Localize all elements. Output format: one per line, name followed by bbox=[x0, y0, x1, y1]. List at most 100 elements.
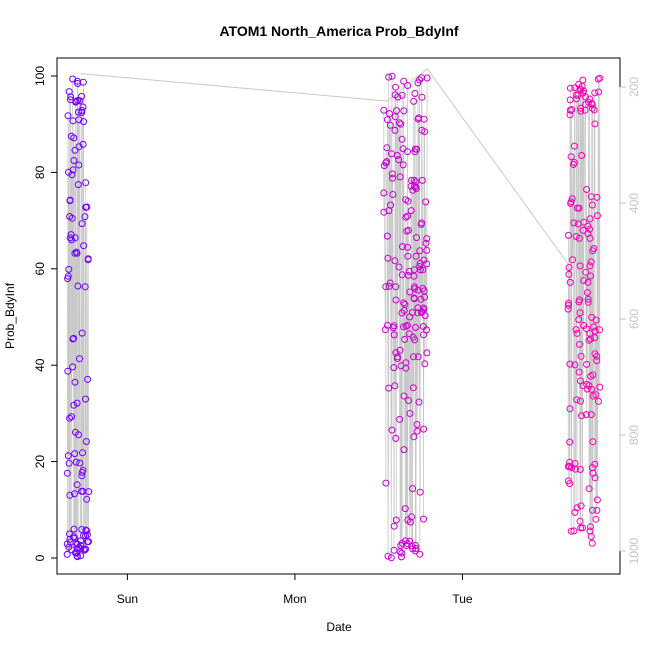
data-point bbox=[398, 243, 406, 251]
data-point bbox=[385, 384, 393, 392]
data-point bbox=[423, 260, 431, 268]
data-point bbox=[409, 485, 416, 493]
data-point bbox=[405, 226, 412, 234]
data-point bbox=[388, 426, 396, 434]
data-point bbox=[79, 140, 87, 148]
data-point bbox=[71, 146, 79, 154]
data-point bbox=[576, 296, 583, 304]
data-point bbox=[78, 107, 86, 114]
data-point bbox=[595, 88, 603, 96]
data-point bbox=[575, 368, 583, 376]
plot-frame bbox=[56, 57, 621, 575]
data-point bbox=[577, 107, 585, 115]
data-point bbox=[411, 90, 419, 97]
data-point bbox=[593, 193, 601, 201]
data-point bbox=[412, 252, 420, 260]
data-point bbox=[589, 438, 597, 446]
data-point bbox=[423, 349, 431, 357]
x-tick-label: Sun bbox=[117, 592, 138, 606]
data-point bbox=[591, 460, 599, 468]
data-point bbox=[74, 282, 82, 290]
data-point bbox=[402, 322, 410, 330]
y-tick-label: 0 bbox=[33, 554, 47, 561]
data-point bbox=[395, 156, 403, 164]
data-point bbox=[582, 93, 590, 101]
data-point bbox=[595, 397, 602, 405]
data-point bbox=[404, 82, 412, 89]
data-point bbox=[400, 77, 408, 85]
data-point bbox=[579, 524, 586, 532]
data-point bbox=[401, 300, 409, 308]
y-tick-label: 60 bbox=[33, 262, 47, 276]
data-point bbox=[85, 538, 92, 546]
data-point bbox=[386, 121, 394, 129]
data-point bbox=[390, 322, 398, 330]
data-point bbox=[390, 364, 398, 372]
data-point bbox=[412, 185, 420, 193]
data-point bbox=[566, 405, 574, 413]
data-point bbox=[583, 289, 591, 296]
data-point bbox=[64, 112, 72, 120]
data-point bbox=[576, 340, 583, 348]
data-point bbox=[411, 336, 419, 344]
data-point bbox=[568, 106, 576, 114]
secondary-y-axis: 200 400 600 800 1000 bbox=[619, 77, 641, 564]
data-point bbox=[570, 527, 578, 535]
data-point bbox=[416, 550, 424, 558]
data-point bbox=[75, 161, 83, 169]
data-point bbox=[82, 179, 90, 187]
data-point bbox=[400, 323, 407, 331]
data-point bbox=[71, 450, 79, 458]
data-point bbox=[580, 87, 587, 95]
data-point bbox=[69, 166, 77, 174]
x-tick-label: Tue bbox=[452, 592, 473, 606]
data-point bbox=[582, 411, 590, 419]
series-lines bbox=[66, 68, 601, 558]
data-point bbox=[421, 128, 429, 136]
data-point bbox=[68, 214, 76, 222]
data-point bbox=[576, 309, 584, 317]
data-point bbox=[387, 201, 394, 209]
data-point bbox=[571, 465, 579, 473]
data-point bbox=[63, 469, 71, 477]
data-point bbox=[68, 413, 75, 421]
data-point bbox=[399, 161, 407, 169]
data-point bbox=[593, 352, 601, 360]
y2-tick-label: 600 bbox=[627, 309, 641, 329]
data-point bbox=[66, 234, 74, 242]
data-point bbox=[73, 399, 81, 407]
data-point bbox=[421, 360, 429, 368]
data-point bbox=[410, 97, 418, 105]
data-point bbox=[586, 234, 594, 242]
data-point bbox=[593, 212, 601, 220]
data-point bbox=[575, 204, 583, 212]
data-point bbox=[75, 108, 82, 116]
data-point bbox=[82, 395, 89, 403]
data-point bbox=[72, 248, 80, 256]
data-point bbox=[398, 549, 406, 557]
data-point bbox=[391, 126, 399, 134]
data-point bbox=[77, 537, 85, 545]
data-point bbox=[589, 371, 597, 379]
data-point bbox=[586, 95, 594, 103]
data-point bbox=[572, 326, 580, 334]
data-point bbox=[84, 255, 92, 263]
data-point bbox=[586, 215, 594, 223]
data-point bbox=[380, 189, 388, 197]
data-point bbox=[579, 226, 587, 234]
data-point bbox=[386, 279, 394, 287]
data-point bbox=[391, 257, 399, 265]
data-point bbox=[383, 144, 391, 152]
data-point bbox=[587, 335, 595, 343]
data-point bbox=[397, 120, 405, 128]
data-point bbox=[64, 272, 72, 280]
data-point bbox=[591, 120, 599, 128]
data-point bbox=[394, 353, 401, 361]
data-point bbox=[402, 213, 410, 221]
data-point bbox=[392, 434, 400, 442]
data-point bbox=[575, 316, 583, 324]
data-point bbox=[70, 334, 78, 342]
data-point bbox=[404, 197, 412, 205]
data-point bbox=[409, 309, 416, 316]
data-point bbox=[384, 321, 391, 329]
